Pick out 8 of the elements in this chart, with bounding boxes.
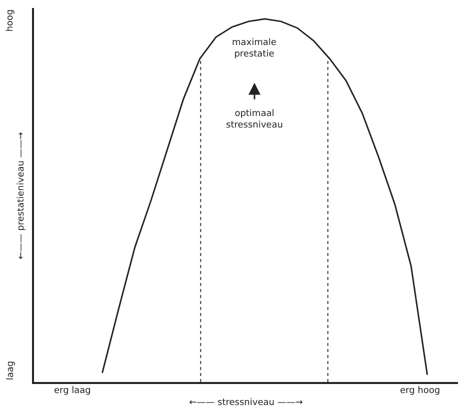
text: hoog: [6, 9, 16, 32]
annotation: maximale prestatie: [232, 38, 277, 60]
text: erg hoog: [400, 386, 440, 396]
text: erg laag: [54, 386, 91, 396]
text: ←—— prestatieniveau ——→: [16, 132, 26, 260]
text: laag: [6, 360, 16, 380]
x-axis-title: ←—— stressniveau ——→: [189, 398, 304, 408]
annotation: optimaal stressniveau: [226, 109, 283, 131]
